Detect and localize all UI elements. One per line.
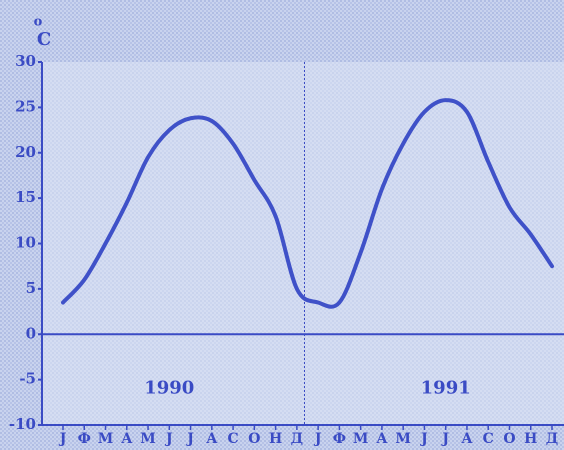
y-tick-label: 25 <box>15 97 36 115</box>
x-tick-label: Ф <box>333 431 346 447</box>
temperature-line <box>61 98 554 309</box>
x-tick-label: С <box>483 431 494 447</box>
y-tick-label: 0 <box>26 324 36 342</box>
x-tick-label: М <box>395 431 411 447</box>
x-tick-label: А <box>121 431 133 447</box>
y-tick-label: 15 <box>15 188 36 206</box>
x-tick-label: Ј <box>164 431 173 447</box>
x-tick-label: А <box>206 431 218 447</box>
x-tick-label: С <box>228 431 239 447</box>
x-tick-label: Ј <box>313 431 322 447</box>
y-label: C <box>37 29 51 50</box>
x-tick-label: Ј <box>440 431 449 447</box>
x-tick-label: Н <box>524 431 537 447</box>
x-tick-label: Ј <box>185 431 194 447</box>
y-tick-label: 5 <box>26 279 36 297</box>
x-tick-label: Д <box>291 431 303 447</box>
y-label-degree: o <box>34 15 43 30</box>
y-tick-label: 10 <box>15 234 36 252</box>
y-tick-label: 20 <box>15 143 36 161</box>
x-tick-label: А <box>376 431 388 447</box>
x-tick-label: Ј <box>419 431 428 447</box>
x-tick-label: Д <box>546 431 558 447</box>
x-tick-label: М <box>140 431 156 447</box>
x-tick-label: Ј <box>58 431 67 447</box>
y-tick-label: 30 <box>15 52 36 70</box>
year-label: 1991 <box>421 378 471 399</box>
y-tick-label: -10 <box>9 415 36 433</box>
plot-area <box>42 62 564 425</box>
y-tick-label: -5 <box>19 370 36 388</box>
x-tick-label: О <box>248 431 260 447</box>
x-tick-label: Н <box>269 431 282 447</box>
x-tick-label: М <box>353 431 369 447</box>
x-tick-label: А <box>461 431 473 447</box>
x-tick-label: Ф <box>78 431 91 447</box>
x-tick-label: О <box>503 431 515 447</box>
x-tick-label: М <box>98 431 114 447</box>
year-label: 1990 <box>144 378 194 399</box>
